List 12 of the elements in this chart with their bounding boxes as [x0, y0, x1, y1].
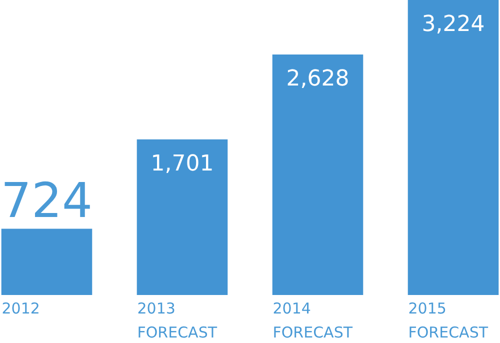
data-label: 2,628: [286, 66, 350, 92]
data-label: 724: [0, 172, 93, 229]
data-label: 3,224: [422, 12, 485, 37]
x-tick-label: 2012: [2, 300, 40, 318]
x-tick-label: 2014 FORECAST: [272, 300, 354, 342]
x-tick-label: 2013 FORECAST: [137, 300, 218, 342]
bar: [408, 0, 499, 295]
x-tick-label: 2015 FORECAST: [408, 300, 489, 342]
bar: [136, 139, 228, 295]
bar: [272, 54, 364, 295]
data-label: 1,701: [150, 151, 214, 176]
bar: [1, 228, 92, 295]
